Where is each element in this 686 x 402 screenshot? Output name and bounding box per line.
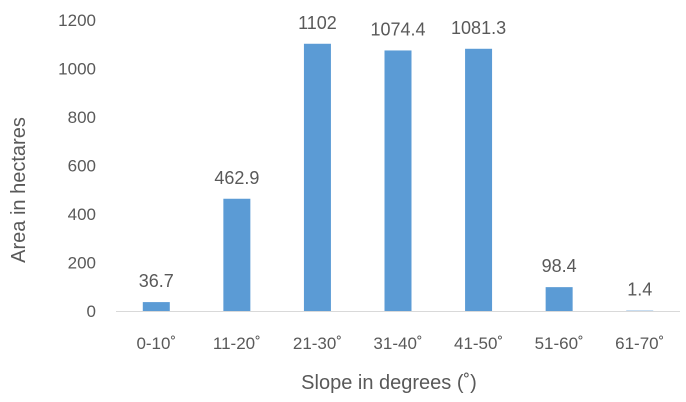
x-category-label: 41-50˚ [454,334,503,353]
bar [223,198,251,311]
data-label: 1.4 [627,280,652,300]
data-label: 1074.4 [370,19,425,39]
x-axis-title: Slope in degrees (˚) [301,372,477,394]
data-label: 462.9 [214,168,259,188]
bar [384,50,412,312]
y-tick-label: 800 [68,108,96,127]
x-axis-categories: 0-10˚ 11-20˚ 21-30˚ 31-40˚ 41-50˚ 51-60˚ 61-70… [136,334,664,353]
x-category-label: 61-70˚ [615,334,664,353]
x-category-label: 21-30˚ [293,334,342,353]
y-tick-label: 1200 [58,11,96,30]
bar [303,43,331,311]
y-tick-label: 600 [68,157,96,176]
data-label: 98.4 [542,256,577,276]
y-axis-title: Area in hectares [8,117,30,263]
x-category-label: 51-60˚ [535,334,584,353]
y-tick-label: 0 [87,302,96,321]
bar [465,48,493,311]
bars [142,43,654,312]
y-tick-label: 400 [68,205,96,224]
bar [545,287,573,311]
bar [626,310,654,312]
y-tick-label: 200 [68,254,96,273]
data-labels: 36.7 462.9 1102 1074.4 1081.3 98.4 1.4 [139,13,652,300]
data-label: 36.7 [139,271,174,291]
y-axis-ticks: 0 200 400 600 800 1000 1200 [58,11,96,321]
y-tick-label: 1000 [58,60,96,79]
x-category-label: 11-20˚ [213,334,261,353]
data-label: 1102 [298,13,337,33]
data-label: 1081.3 [451,18,506,38]
x-category-label: 31-40˚ [373,334,422,353]
bar [142,302,170,311]
x-category-label: 0-10˚ [136,334,176,353]
